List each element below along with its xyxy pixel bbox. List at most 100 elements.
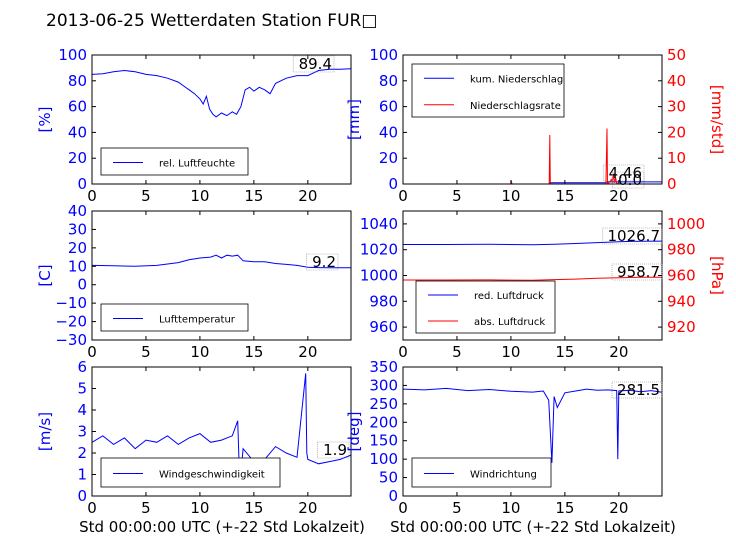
y-tick-label: 60 xyxy=(68,98,87,116)
y-axis-label: [deg] xyxy=(345,412,363,452)
x-tick-label: 5 xyxy=(452,187,462,205)
legend-box xyxy=(411,63,565,118)
y-tick-label: 20 xyxy=(379,149,398,167)
x-axis-label-left: Std 00:00:00 UTC (+-22 Std Lokalzeit) xyxy=(79,518,365,536)
x-tick-label: 5 xyxy=(452,343,462,361)
y-tick-label: 40 xyxy=(68,123,87,141)
x-tick-label: 15 xyxy=(244,499,263,517)
y-tick-label: 1020 xyxy=(360,241,398,259)
series-temperature-0 xyxy=(92,254,351,269)
plot-frame xyxy=(91,54,352,185)
x-tick-label: 20 xyxy=(298,343,317,361)
x-tick-label: 15 xyxy=(244,343,263,361)
legend-entry: red. Luftdruck xyxy=(474,291,544,302)
x-tick-label: 0 xyxy=(87,343,97,361)
series-pressure-0 xyxy=(403,240,662,246)
x-tick-label: 10 xyxy=(501,499,520,517)
legend-box xyxy=(100,303,249,332)
y-tick-label: −30 xyxy=(55,331,87,349)
x-tick-label: 15 xyxy=(555,499,574,517)
x-tick-label: 10 xyxy=(501,187,520,205)
value-annotation: 281.5 xyxy=(617,381,660,399)
y-tick-label: 200 xyxy=(369,413,398,431)
legend-temperature: Lufttemperatur xyxy=(100,303,249,332)
panel-temperature: 0 5 10 15 20−30−20−10010203040[C]Lufttempera… xyxy=(36,202,352,361)
x-tick-label: 5 xyxy=(452,499,462,517)
y-tick-label: 250 xyxy=(369,395,398,413)
x-tick-label: 0 xyxy=(87,187,97,205)
x-tick-label: 15 xyxy=(244,187,263,205)
legend-entry: rel. Luftfeuchte xyxy=(159,159,235,170)
y-tick-label: −10 xyxy=(55,294,87,312)
y-tick-label: 80 xyxy=(379,72,398,90)
panel-wind_dir: 0 5 10 15 20050100150200250300350[deg]Windri… xyxy=(345,358,663,517)
x-tick-label: 15 xyxy=(555,187,574,205)
legend-entry: abs. Luftdruck xyxy=(474,317,545,328)
y-axis-label: [m/s] xyxy=(36,412,54,451)
series-wind_dir-0 xyxy=(403,387,662,463)
value-annotation: 958.7 xyxy=(617,263,660,281)
panel-wind_speed: 0 5 10 15 200123456[m/s]Windgeschwindigkeit1… xyxy=(36,358,352,517)
x-tick-label: 5 xyxy=(141,499,151,517)
figure-title: 2013-06-25 Wetterdaten Station FUR□ xyxy=(46,11,377,31)
legend-entry: Windgeschwindigkeit xyxy=(159,470,265,481)
plot-frame xyxy=(91,210,352,341)
y-tick-label: 980 xyxy=(369,292,398,310)
value-annotation: 0.0 xyxy=(618,171,642,189)
value-annotation: 9.2 xyxy=(312,253,336,271)
legend-box xyxy=(415,280,556,334)
legend-entry: Niederschlagsrate xyxy=(470,101,561,112)
y-tick-label: 960 xyxy=(369,318,398,336)
x-tick-label: 0 xyxy=(398,187,408,205)
legend-box xyxy=(411,457,552,488)
x-tick-label: 20 xyxy=(609,187,628,205)
y-tick-label: 300 xyxy=(369,376,398,394)
y2-tick-label: 30 xyxy=(667,98,686,116)
y-axis-label: [%] xyxy=(36,107,54,133)
y-tick-label: 4 xyxy=(77,401,87,419)
x-tick-label: 15 xyxy=(555,343,574,361)
y2-tick-label: 40 xyxy=(667,72,686,90)
panel-pressure: 0 5 10 15 20 960 980 1000 1020 1040 920 940 960 980 10… xyxy=(360,210,726,361)
x-tick-label: 10 xyxy=(190,187,209,205)
y-axis-label: [mm] xyxy=(345,99,363,140)
series-precip-1 xyxy=(403,128,662,184)
y-tick-label: 150 xyxy=(369,432,398,450)
legend-box xyxy=(100,147,249,176)
plot-frame xyxy=(402,366,663,497)
value-annotation: 1026.7 xyxy=(608,227,661,245)
x-tick-label: 20 xyxy=(609,499,628,517)
y2-tick-label: 980 xyxy=(667,241,696,259)
series-wind_speed-0 xyxy=(92,373,351,486)
y-tick-label: 0 xyxy=(77,276,87,294)
y-tick-label: 100 xyxy=(369,46,398,64)
x-tick-label: 0 xyxy=(398,343,408,361)
value-annotation: 4.46 xyxy=(609,164,642,182)
x-tick-label: 10 xyxy=(190,343,209,361)
y-tick-label: 3 xyxy=(77,423,87,441)
y-tick-label: 30 xyxy=(68,220,87,238)
y2-axis-label: [hPa] xyxy=(708,256,726,295)
y-tick-label: −20 xyxy=(55,313,87,331)
y-tick-label: 20 xyxy=(68,239,87,257)
y-tick-label: 0 xyxy=(388,175,398,193)
x-tick-label: 5 xyxy=(141,187,151,205)
y-tick-label: 1 xyxy=(77,466,87,484)
x-tick-label: 0 xyxy=(87,499,97,517)
y-tick-label: 0 xyxy=(77,487,87,505)
legend-entry: Lufttemperatur xyxy=(159,315,236,326)
series-pressure-1 xyxy=(403,276,662,281)
y-tick-label: 350 xyxy=(369,358,398,376)
x-tick-label: 20 xyxy=(609,343,628,361)
y-tick-label: 1000 xyxy=(360,267,398,285)
legend-entry: kum. Niederschlag xyxy=(470,74,563,85)
y2-tick-label: 20 xyxy=(667,123,686,141)
x-tick-label: 20 xyxy=(298,187,317,205)
y-tick-label: 20 xyxy=(68,149,87,167)
y-axis-label: [C] xyxy=(36,264,54,286)
legend-pressure: red. Luftdruck abs. Luftdruck xyxy=(415,280,556,334)
plot-frame xyxy=(402,54,663,185)
legend-wind_speed: Windgeschwindigkeit xyxy=(100,457,281,488)
x-tick-label: 10 xyxy=(501,343,520,361)
y-tick-label: 0 xyxy=(388,487,398,505)
